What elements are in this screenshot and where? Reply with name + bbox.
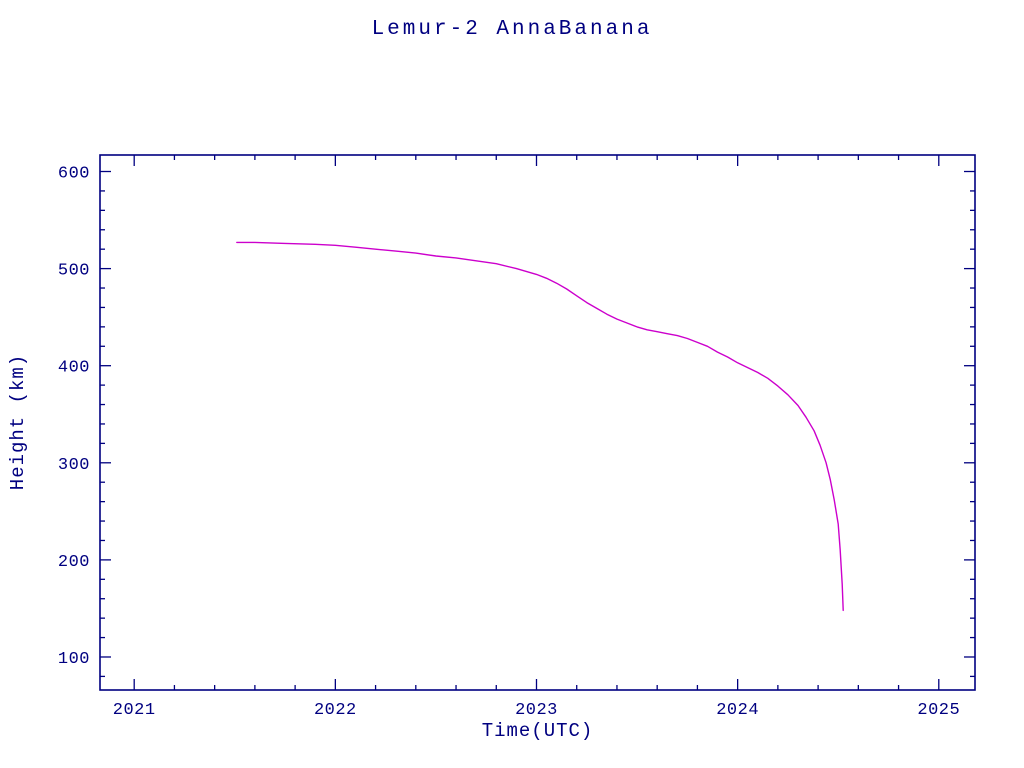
y-tick-label: 100 — [58, 650, 90, 669]
y-tick-label: 600 — [58, 165, 90, 184]
y-tick-label: 400 — [58, 359, 90, 378]
x-tick-label: 2021 — [113, 701, 156, 720]
x-tick-label: 2024 — [716, 701, 759, 720]
plot-frame — [99, 154, 976, 691]
y-tick-label: 500 — [58, 262, 90, 281]
x-axis-label: Time(UTC) — [481, 720, 594, 742]
y-tick-label: 200 — [58, 553, 90, 572]
chart-title: Lemur-2 AnnaBanana — [371, 18, 653, 41]
x-tick-label: 2023 — [515, 701, 558, 720]
x-tick-label: 2025 — [917, 701, 960, 720]
y-tick-label: 300 — [58, 456, 90, 475]
x-tick-label: 2022 — [314, 701, 357, 720]
height-decay-line — [236, 241, 844, 612]
